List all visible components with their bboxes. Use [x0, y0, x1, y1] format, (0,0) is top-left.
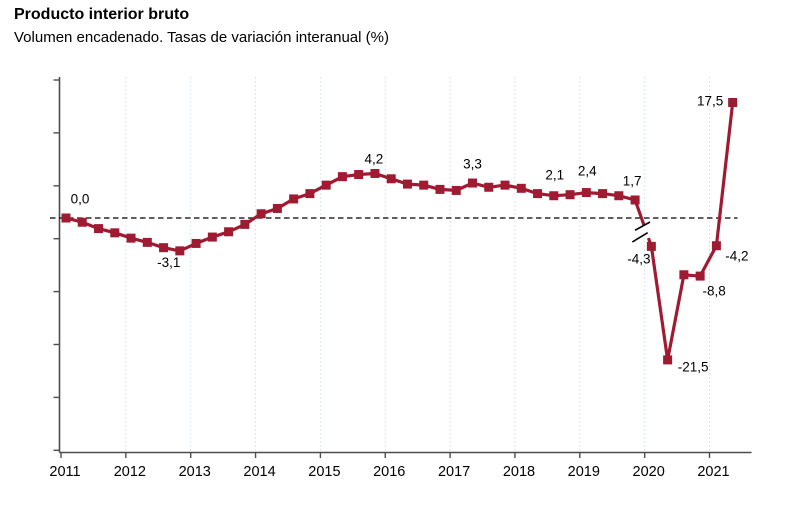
data-point-marker: [256, 209, 266, 219]
data-point-marker: [451, 185, 461, 195]
data-point-marker: [126, 233, 136, 243]
x-axis-label: 2012: [114, 464, 146, 480]
x-axis-label: 2011: [49, 464, 80, 480]
data-point-marker: [321, 180, 331, 190]
data-point-label: 2,1: [545, 168, 564, 183]
data-point-label: 2,4: [578, 164, 597, 179]
data-point-marker: [370, 168, 380, 178]
data-point-marker: [549, 191, 559, 201]
x-axis-label: 2014: [243, 464, 275, 480]
data-point-marker: [191, 238, 201, 248]
data-point-marker: [94, 224, 104, 234]
x-axis-label: 2018: [503, 464, 535, 480]
data-point-marker: [240, 219, 250, 229]
data-point-label: 1,7: [623, 173, 642, 188]
data-point-label: 4,2: [365, 151, 384, 166]
data-point-marker: [175, 246, 185, 256]
data-point-label: 17,5: [697, 94, 723, 109]
data-point-marker: [533, 189, 543, 199]
data-point-marker: [337, 172, 347, 182]
data-point-marker: [581, 188, 591, 198]
data-point-label: 3,3: [463, 157, 482, 172]
data-point-marker: [207, 232, 217, 242]
data-point-marker: [598, 189, 608, 199]
data-point-label: -4,3: [627, 251, 650, 266]
data-point-marker: [224, 227, 234, 237]
data-point-marker: [663, 355, 673, 365]
x-axis-label: 2019: [568, 464, 600, 480]
data-point-marker: [728, 98, 738, 107]
data-point-marker: [305, 189, 315, 199]
data-point-marker: [565, 190, 575, 200]
axis-break-gap: [640, 224, 652, 240]
gdp-series-line: [64, 100, 735, 362]
data-point-marker: [77, 217, 87, 227]
data-point-marker: [435, 184, 445, 194]
x-axis-label: 2016: [373, 464, 405, 480]
data-point-marker: [679, 270, 689, 280]
data-point-marker: [516, 183, 526, 193]
data-point-label: -8,8: [703, 284, 726, 299]
chart-subtitle: Volumen encadenado. Tasas de variación i…: [14, 29, 389, 46]
data-point-marker: [630, 195, 640, 205]
x-axis-label: 2013: [179, 464, 211, 480]
data-point-label: 0,0: [71, 192, 90, 207]
data-point-marker: [272, 203, 282, 213]
data-point-marker: [142, 237, 152, 247]
data-point-marker: [354, 170, 364, 180]
data-point-marker: [61, 213, 71, 223]
data-point-marker: [468, 178, 477, 188]
axis-break-mark: [634, 221, 651, 231]
x-axis-label: 2015: [308, 464, 340, 480]
data-point-label: -4,2: [725, 249, 748, 264]
x-axis-label: 2017: [438, 464, 470, 480]
data-point-marker: [614, 191, 624, 201]
data-point-marker: [646, 241, 656, 251]
data-point-marker: [484, 182, 494, 192]
axis-break-mark: [631, 232, 649, 243]
x-axis-label: 2021: [697, 464, 729, 480]
data-point-label: -3,1: [157, 255, 180, 270]
x-axis-label: 2020: [633, 464, 665, 480]
data-point-marker: [386, 174, 396, 184]
data-point-marker: [695, 271, 705, 281]
chart-title: Producto interior bruto: [14, 6, 190, 23]
data-point-marker: [402, 179, 412, 189]
data-point-marker: [110, 228, 120, 238]
data-point-marker: [419, 180, 429, 190]
data-point-label: -21,5: [678, 359, 709, 374]
data-point-marker: [159, 243, 169, 253]
data-point-marker: [289, 194, 299, 204]
data-point-marker: [500, 180, 510, 190]
data-point-marker: [711, 241, 721, 251]
